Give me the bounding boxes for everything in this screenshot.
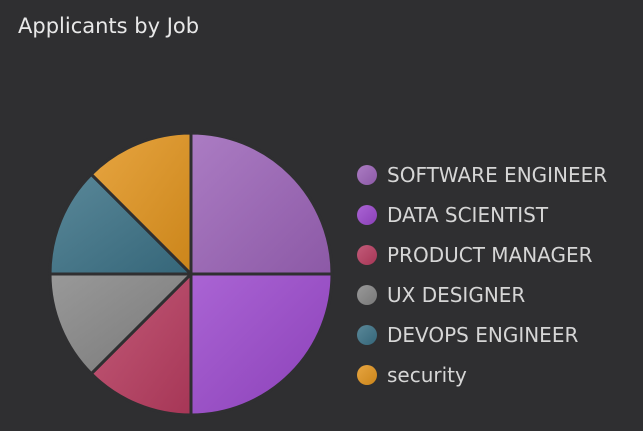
legend-item-product-manager[interactable]: PRODUCT MANAGER (357, 235, 607, 275)
chart-title: Applicants by Job (18, 14, 200, 38)
legend-item-software-engineer[interactable]: SOFTWARE ENGINEER (357, 155, 607, 195)
pie-slice-devops-engineer[interactable] (48, 172, 193, 276)
legend-swatch (357, 365, 377, 385)
legend-item-security[interactable]: security (357, 355, 607, 395)
legend-label: DEVOPS ENGINEER (387, 323, 579, 347)
pie-slice-product-manager[interactable] (89, 272, 193, 417)
legend-swatch (357, 285, 377, 305)
pie-slice-security[interactable] (89, 131, 193, 276)
legend-label: DATA SCIENTIST (387, 203, 549, 227)
legend-item-data-scientist[interactable]: DATA SCIENTIST (357, 195, 607, 235)
legend-label: SOFTWARE ENGINEER (387, 163, 608, 187)
legend-item-ux-designer[interactable]: UX DESIGNER (357, 275, 607, 315)
legend-label: PRODUCT MANAGER (387, 243, 593, 267)
legend-swatch (357, 165, 377, 185)
legend-swatch (357, 245, 377, 265)
legend-swatch (357, 325, 377, 345)
legend-label: UX DESIGNER (387, 283, 526, 307)
chart-legend: SOFTWARE ENGINEER DATA SCIENTIST PRODUCT M… (357, 155, 607, 395)
legend-item-devops-engineer[interactable]: DEVOPS ENGINEER (357, 315, 607, 355)
pie-slice-software-engineer[interactable] (189, 131, 334, 276)
legend-swatch (357, 205, 377, 225)
pie-slice-ux-designer[interactable] (48, 272, 193, 376)
legend-label: security (387, 363, 467, 387)
pie-slice-data-scientist[interactable] (189, 272, 334, 417)
pie-slices (48, 131, 334, 417)
